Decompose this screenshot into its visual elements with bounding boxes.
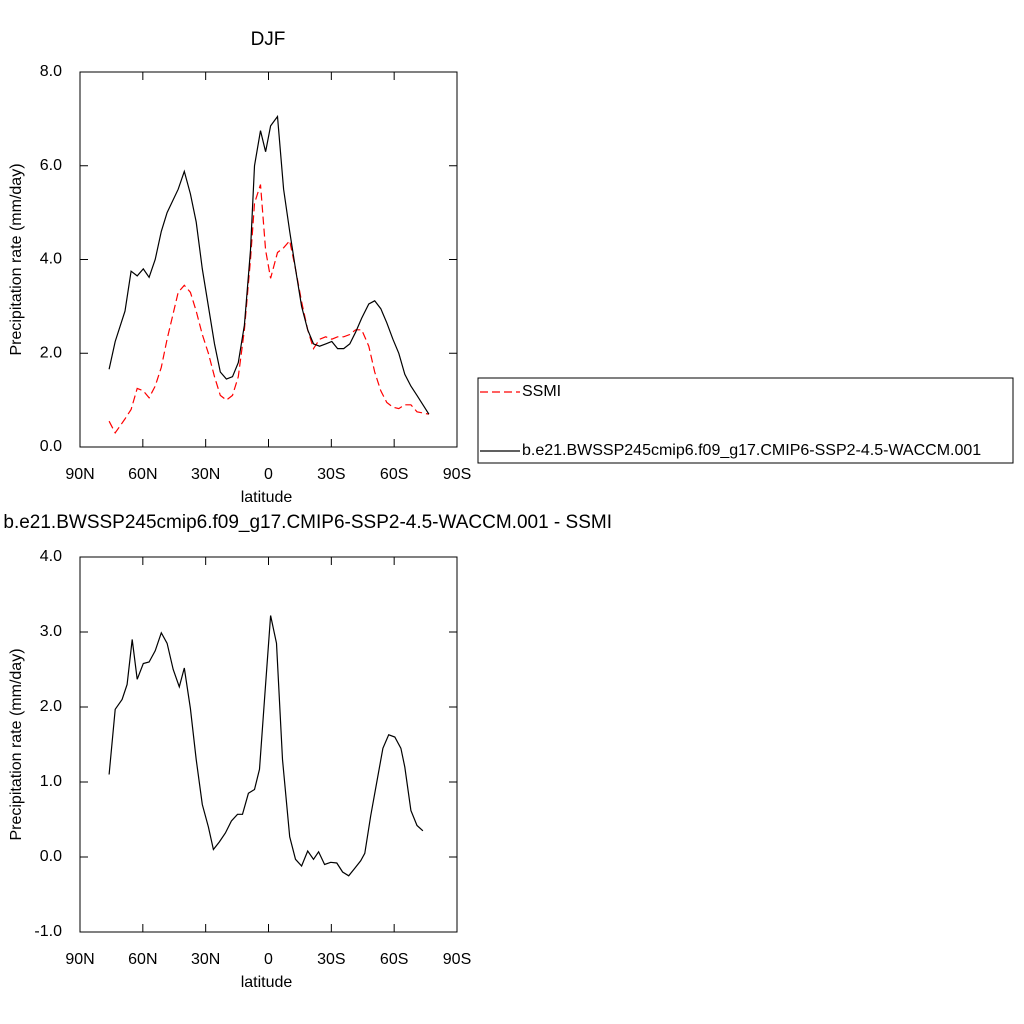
x-tick-label: 90S	[443, 951, 471, 968]
y-tick-label: -1.0	[34, 923, 62, 940]
y-tick-label: 2.0	[40, 698, 62, 715]
x-axis-label: latitude	[241, 974, 293, 991]
x-tick-label: 90N	[65, 466, 94, 483]
y-tick-label: 4.0	[40, 548, 62, 565]
y-axis-label: Precipitation rate (mm/day)	[8, 648, 25, 840]
x-tick-label: 60S	[380, 466, 408, 483]
y-axis-label: Precipitation rate (mm/day)	[8, 163, 25, 355]
x-tick-label: 0	[264, 951, 273, 968]
legend-label: SSMI	[522, 383, 561, 400]
y-tick-label: 8.0	[40, 63, 62, 80]
y-tick-label: 3.0	[40, 623, 62, 640]
legend-box	[477, 377, 1014, 464]
plot-frame	[79, 556, 458, 933]
x-tick-label: 30S	[317, 951, 345, 968]
legend-label: b.e21.BWSSP245cmip6.f09_g17.CMIP6-SSP2-4…	[522, 442, 981, 459]
x-tick-label: 0	[264, 466, 273, 483]
x-axis-label: latitude	[241, 489, 293, 506]
x-tick-label: 60S	[380, 951, 408, 968]
x-tick-label: 30S	[317, 466, 345, 483]
y-tick-label: 0.0	[40, 438, 62, 455]
x-tick-label: 60N	[128, 466, 157, 483]
y-tick-label: 0.0	[40, 848, 62, 865]
data-line	[108, 615, 424, 877]
x-tick-label: 30N	[191, 466, 220, 483]
chart-title: b.e21.BWSSP245cmip6.f09_g17.CMIP6-SSP2-4…	[3, 512, 612, 533]
data-line	[108, 114, 430, 415]
y-tick-label: 1.0	[40, 773, 62, 790]
x-tick-label: 90S	[443, 466, 471, 483]
chart-title: DJF	[251, 29, 286, 50]
y-tick-label: 4.0	[40, 251, 62, 268]
x-tick-label: 60N	[128, 951, 157, 968]
x-tick-label: 90N	[65, 951, 94, 968]
y-tick-label: 6.0	[40, 157, 62, 174]
y-tick-label: 2.0	[40, 344, 62, 361]
x-tick-label: 30N	[191, 951, 220, 968]
data-line	[108, 184, 430, 435]
